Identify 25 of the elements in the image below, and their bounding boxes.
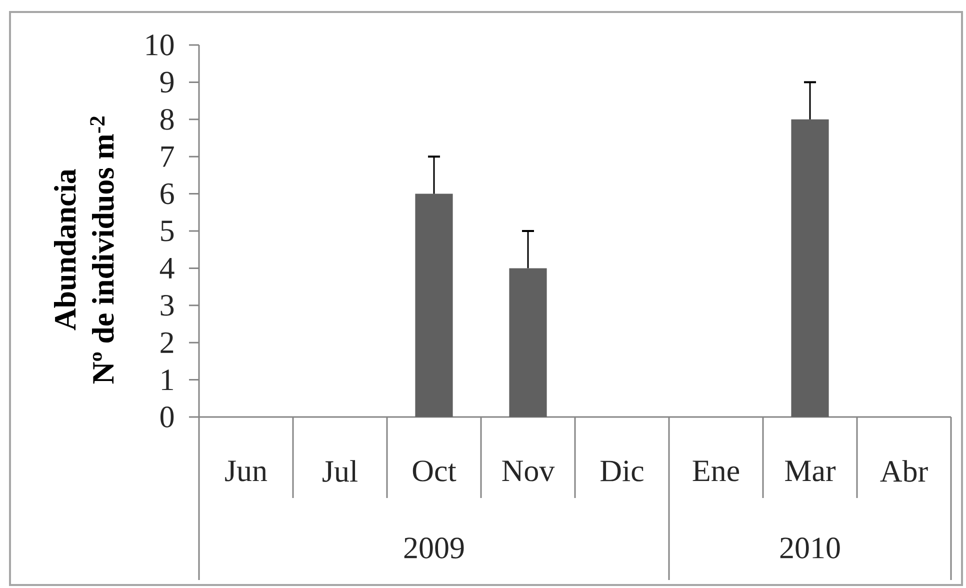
y-tick-label: 2	[160, 332, 174, 353]
x-tick-label: Jul	[322, 460, 358, 482]
x-tick-label: Nov	[502, 460, 555, 482]
x-tick-label: Abr	[880, 460, 928, 482]
y-tick-label: 7	[161, 146, 174, 167]
y-axis-title: Abundancia Nº de individuos m$^{-2}$	[54, 116, 114, 384]
y-tick-label: 0	[160, 406, 174, 428]
bar	[791, 119, 829, 417]
x-tick-label: Dic	[600, 460, 644, 482]
x-tick-label: Mar	[785, 460, 836, 482]
y-tick-label: 3	[160, 294, 174, 316]
x-tick-label: Jun	[225, 460, 268, 482]
y-tick-label: 8	[160, 108, 174, 130]
bar	[509, 268, 547, 417]
bar	[415, 194, 453, 417]
x-tick-label: Ene	[692, 460, 740, 482]
y-tick-label: 4	[160, 258, 174, 278]
y-tick-label: 10	[146, 34, 174, 56]
y-tick-label: 6	[160, 183, 174, 204]
y-tick-label: 9	[160, 72, 174, 93]
text: 2010	[780, 538, 840, 558]
text: 2009	[404, 538, 464, 558]
x-tick-label: Oct	[412, 460, 456, 482]
y-tick-label: 5	[161, 220, 174, 242]
y-tick-label: 1	[162, 370, 173, 390]
